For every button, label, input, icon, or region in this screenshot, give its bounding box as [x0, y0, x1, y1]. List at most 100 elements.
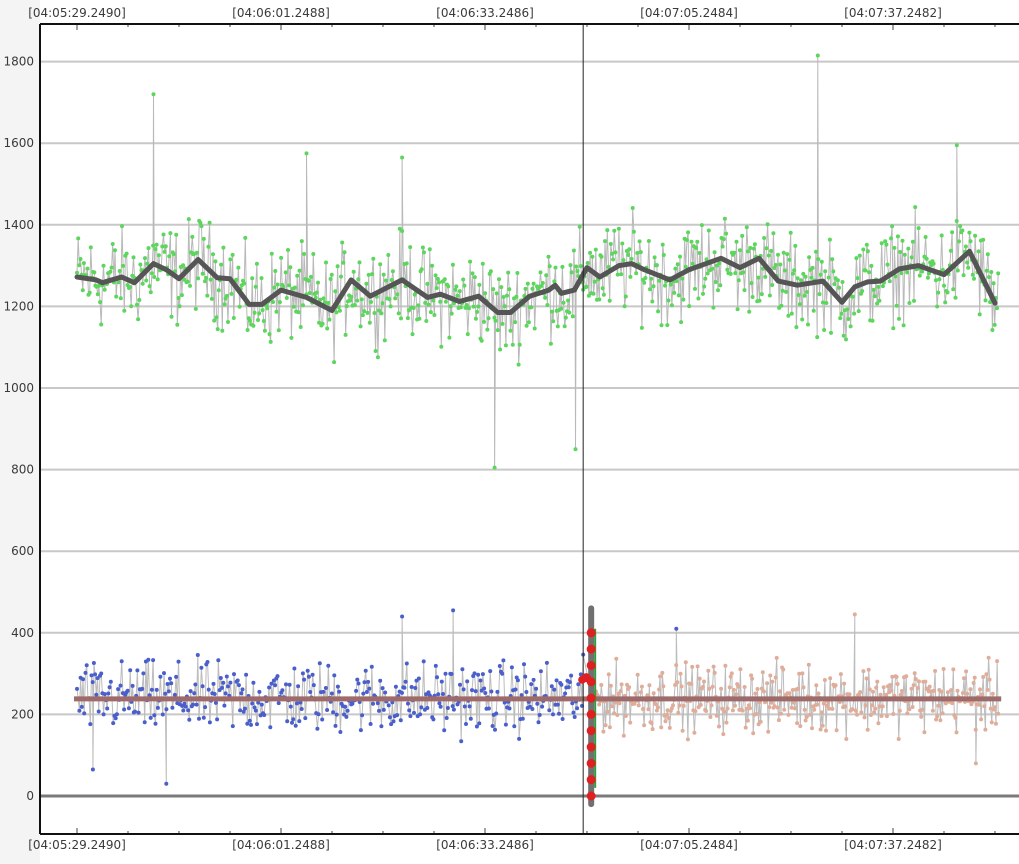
upper-point: [275, 282, 280, 287]
lower-point: [223, 691, 228, 696]
upper-point: [333, 289, 338, 294]
upper-point: [742, 288, 747, 293]
upper-point: [794, 325, 799, 330]
lower-point: [400, 690, 404, 695]
upper-point: [620, 241, 625, 246]
upper-point: [274, 309, 279, 314]
upper-point: [296, 310, 301, 315]
upper-point: [386, 253, 391, 257]
lower-point: [290, 720, 294, 725]
upper-point: [642, 280, 647, 285]
lower-point: [704, 709, 709, 713]
lower-point: [897, 708, 902, 713]
upper-point: [599, 254, 604, 259]
lower-point: [311, 683, 316, 688]
lower-point: [607, 725, 612, 730]
lower-point: [220, 685, 224, 690]
upper-point: [299, 239, 304, 244]
lower-point: [742, 685, 747, 689]
upper-point: [785, 252, 790, 257]
upper-point: [764, 246, 769, 251]
upper-point: [936, 290, 941, 295]
lower-point: [695, 664, 700, 669]
lower-point: [345, 708, 350, 713]
upper-point: [788, 230, 793, 235]
upper-point: [696, 296, 701, 301]
upper-point: [935, 304, 940, 309]
upper-point: [894, 303, 899, 308]
lower-point: [678, 671, 683, 676]
lower-point: [467, 704, 472, 709]
lower-point: [461, 687, 466, 692]
upper-point: [892, 245, 897, 250]
lower-point: [635, 672, 640, 677]
lower-point: [91, 661, 96, 665]
upper-point: [78, 257, 83, 261]
upper-point: [674, 279, 679, 284]
lower-point: [501, 658, 506, 663]
lower-point: [972, 675, 977, 680]
lower-point: [164, 707, 169, 712]
upper-point: [419, 267, 424, 272]
upper-point: [96, 283, 101, 288]
lower-point: [439, 679, 444, 684]
lower-point: [257, 689, 262, 694]
lower-point: [245, 721, 250, 726]
lower-point: [707, 686, 712, 691]
upper-point: [145, 261, 150, 266]
lower-point: [486, 706, 491, 711]
upper-point: [550, 309, 554, 314]
upper-point: [515, 271, 520, 275]
x-tick-label-top: [04:06:33.2486]: [436, 6, 534, 20]
lower-point: [226, 684, 230, 689]
lower-point: [838, 672, 843, 677]
upper-point: [390, 269, 395, 274]
lower-point: [334, 712, 339, 717]
upper-point: [85, 266, 90, 271]
lower-point: [391, 719, 396, 724]
upper-point: [984, 268, 989, 273]
lower-point: [450, 704, 455, 709]
upper-point: [575, 269, 580, 274]
upper-point: [523, 286, 528, 291]
lower-point: [276, 701, 281, 706]
upper-point: [234, 277, 239, 282]
upper-point: [610, 251, 614, 256]
lower-point: [519, 693, 524, 698]
upper-point: [735, 307, 740, 312]
upper-point: [491, 287, 496, 292]
upper-point: [242, 281, 247, 286]
lower-point: [779, 711, 783, 716]
upper-point: [612, 228, 617, 233]
lower-point: [801, 685, 806, 690]
lower-point: [253, 708, 258, 713]
upper-point: [370, 272, 375, 277]
upper-point: [626, 253, 631, 257]
upper-point: [865, 249, 870, 254]
lower-point: [205, 660, 210, 664]
lower-point: [335, 684, 340, 689]
upper-point: [493, 318, 498, 323]
upper-point: [591, 291, 596, 296]
upper-point: [889, 236, 893, 241]
lower-point: [488, 669, 493, 674]
upper-point: [693, 286, 697, 291]
upper-point: [937, 277, 942, 282]
upper-point: [167, 254, 172, 259]
lower-point: [442, 728, 447, 733]
upper-point: [749, 281, 754, 286]
upper-point: [608, 242, 613, 246]
upper-point: [860, 289, 865, 293]
lower-point: [520, 716, 525, 721]
upper-point: [839, 311, 844, 316]
upper-point: [261, 319, 266, 323]
lower-point: [480, 672, 485, 677]
upper-point: [513, 320, 518, 325]
lower-point: [187, 717, 192, 722]
lower-point: [412, 710, 416, 715]
lower-point: [326, 663, 331, 668]
lower-point: [605, 709, 610, 714]
lower-point: [646, 707, 651, 712]
upper-point: [593, 247, 598, 252]
